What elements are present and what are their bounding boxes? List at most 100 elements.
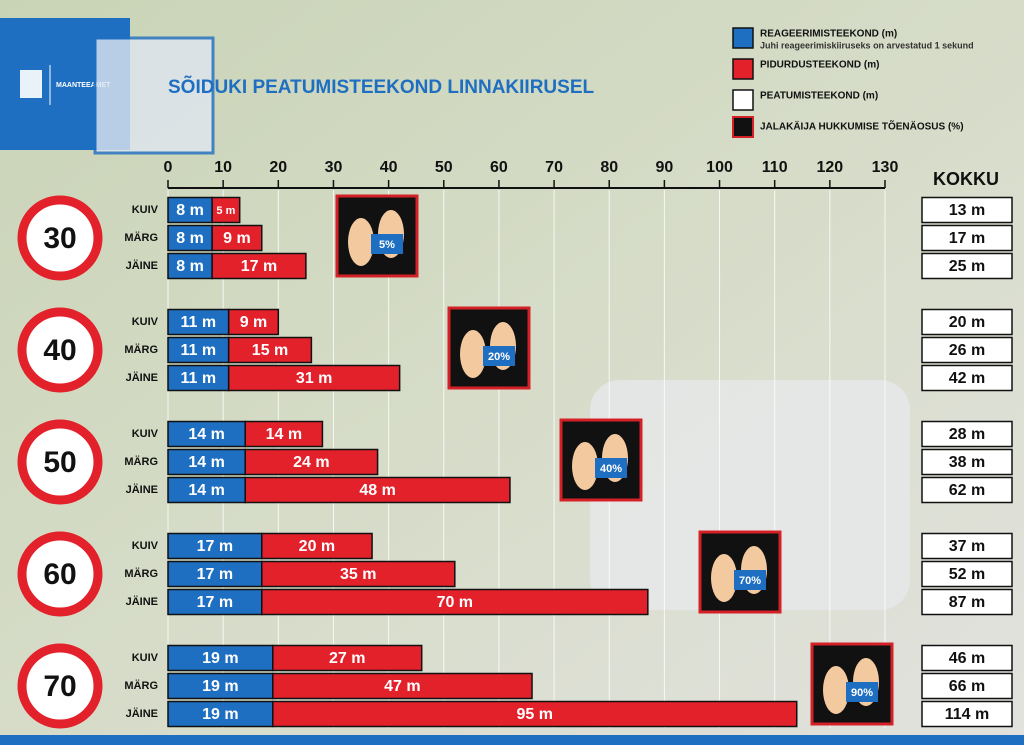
total-label: 46 m [949, 650, 985, 667]
bar-segment [167, 532, 263, 560]
bar-label: 14 m [188, 454, 224, 471]
bar-segment [167, 364, 230, 392]
x-tick-label: 130 [872, 159, 899, 176]
category-label: KUIV [132, 540, 159, 552]
probability-badge [595, 458, 627, 478]
bar-label: 8 m [176, 202, 204, 219]
total-box [921, 308, 1013, 336]
bar-label: 11 m [181, 314, 217, 331]
category-label: JÄINE [126, 259, 158, 272]
total-box [921, 588, 1013, 616]
bar-segment [227, 336, 313, 364]
category-label: MÄRG [124, 343, 158, 356]
bar-label: 17 m [197, 566, 233, 583]
category-label: MÄRG [124, 455, 158, 468]
total-label: 17 m [949, 230, 985, 247]
speed-label: 50 [43, 446, 76, 479]
speed-sign [17, 307, 103, 393]
speed-label: 70 [43, 670, 76, 703]
bar-label: 14 m [188, 482, 224, 499]
legend-swatch [732, 27, 754, 49]
category-label: JÄINE [126, 483, 158, 496]
bar-label: 17 m [197, 594, 233, 611]
legend-label: REAGEERIMISTEEKOND (m) [760, 29, 897, 40]
total-box [921, 196, 1013, 224]
total-box [921, 448, 1013, 476]
speed-sign [17, 531, 103, 617]
bar-segment [272, 700, 798, 728]
bar-label: 48 m [359, 482, 395, 499]
x-tick-label: 0 [164, 159, 173, 176]
probability-badge [846, 682, 878, 702]
total-box [921, 644, 1013, 672]
probability-label: 20% [488, 351, 510, 363]
bar-segment [167, 420, 246, 448]
legend-note: Juhi reageerimiskiiruseks on arvestatud … [760, 40, 974, 50]
x-tick-label: 30 [325, 159, 343, 176]
probability-badge [371, 234, 403, 254]
bar-segment [261, 560, 456, 588]
legend-swatch [732, 89, 754, 111]
x-tick-label: 120 [816, 159, 843, 176]
bar-label: 35 m [340, 566, 376, 583]
bar-segment [167, 560, 263, 588]
x-tick-label: 90 [655, 159, 673, 176]
total-label: 13 m [949, 202, 985, 219]
bar-segment [244, 448, 379, 476]
bar-segment [261, 532, 373, 560]
total-box [921, 560, 1013, 588]
bar-segment [167, 672, 274, 700]
total-label: 28 m [949, 426, 985, 443]
x-tick-label: 110 [762, 159, 788, 176]
bar-segment [167, 476, 246, 504]
bar-segment [167, 336, 230, 364]
probability-label: 70% [739, 575, 761, 587]
category-label: JÄINE [126, 595, 158, 608]
speed-sign [17, 419, 103, 505]
legend-label: JALAKÄIJA HUKKUMISE TÕENÄOSUS (%) [760, 120, 964, 133]
bar-segment [272, 644, 423, 672]
x-tick-label: 80 [600, 159, 618, 176]
bar-label: 19 m [202, 706, 238, 723]
bar-label: 15 m [252, 342, 288, 359]
bar-segment [167, 700, 274, 728]
total-label: 26 m [949, 342, 985, 359]
bar-segment [244, 420, 324, 448]
x-tick-label: 100 [706, 159, 733, 176]
legend-label: PIDURDUSTEEKOND (m) [760, 60, 879, 71]
total-box [921, 672, 1013, 700]
probability-label: 40% [600, 463, 622, 475]
total-label: 87 m [949, 594, 985, 611]
total-label: 52 m [949, 566, 985, 583]
total-box [921, 420, 1013, 448]
bar-segment [227, 364, 401, 392]
category-label: KUIV [132, 204, 159, 216]
logo-crest [20, 70, 42, 98]
probability-label: 90% [851, 687, 873, 699]
bar-label: 20 m [299, 538, 335, 555]
foot [823, 666, 849, 714]
probability-badge [483, 346, 515, 366]
bar-segment [227, 308, 280, 336]
total-label: 62 m [949, 482, 985, 499]
bar-label: 8 m [176, 258, 204, 275]
total-label: 37 m [949, 538, 985, 555]
bar-label: 95 m [517, 706, 553, 723]
x-tick-label: 40 [380, 159, 398, 176]
total-label: 25 m [949, 258, 985, 275]
bar-label: 9 m [223, 230, 251, 247]
total-label: 42 m [949, 370, 985, 387]
bar-segment [167, 308, 230, 336]
bar-label: 31 m [296, 370, 332, 387]
bottom-stripe [0, 735, 1024, 745]
bar-label: 8 m [176, 230, 204, 247]
bar-segment [167, 252, 213, 280]
brand: MAANTEEAMET [56, 82, 111, 89]
x-tick-label: 10 [214, 159, 232, 176]
legend-label: PEATUMISTEEKOND (m) [760, 91, 878, 102]
bar-label: 17 m [197, 538, 233, 555]
foot [460, 330, 486, 378]
bar-label: 24 m [293, 454, 329, 471]
bar-label: 11 m [181, 342, 217, 359]
category-label: MÄRG [124, 679, 158, 692]
